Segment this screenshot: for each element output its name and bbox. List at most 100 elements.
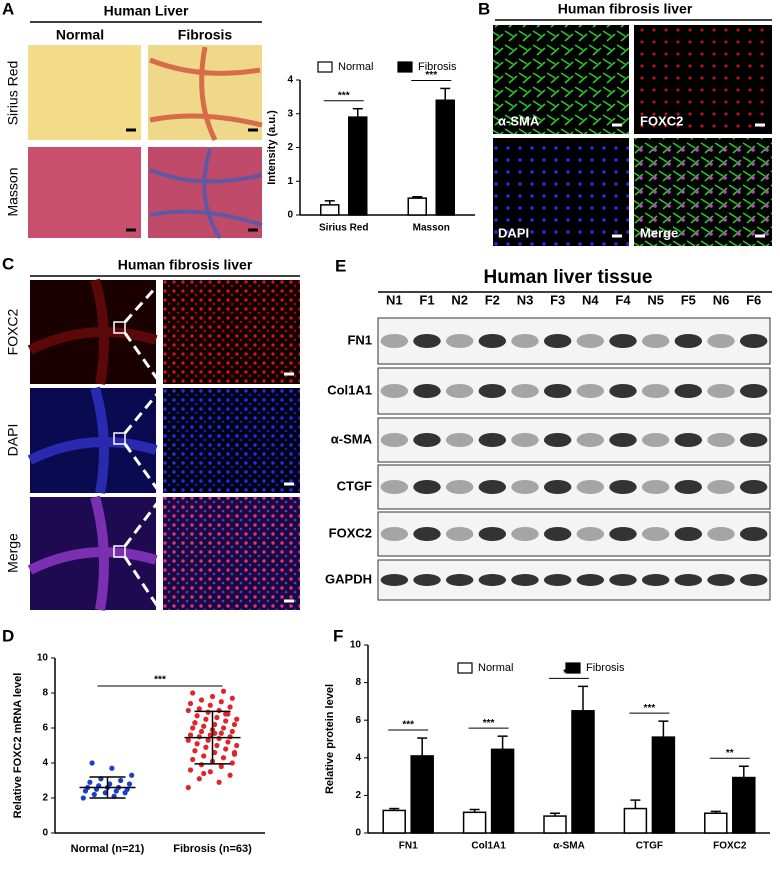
lane-label: N2	[451, 292, 468, 307]
legend-swatch	[457, 662, 473, 674]
data-point	[234, 742, 240, 749]
data-point	[205, 709, 211, 715]
band	[641, 527, 670, 541]
data-point	[190, 756, 196, 763]
lane-label: F4	[615, 292, 631, 307]
band	[478, 334, 507, 348]
data-point	[190, 725, 196, 731]
band	[445, 574, 474, 586]
lane-label: F5	[681, 292, 696, 307]
data-point	[192, 720, 198, 726]
band	[674, 384, 703, 398]
band	[707, 574, 735, 586]
y-axis-label: Relative FOXC2 mRNA level	[12, 673, 24, 819]
band	[478, 480, 507, 494]
lane-label: N6	[713, 292, 730, 307]
micrographs	[28, 45, 263, 240]
data-point	[203, 716, 209, 722]
lane-label: F1	[419, 292, 434, 307]
band	[413, 334, 441, 348]
band	[413, 433, 441, 447]
protein-label: GAPDH	[325, 571, 372, 586]
data-point	[196, 706, 202, 712]
data-point	[107, 781, 113, 787]
data-point	[185, 707, 191, 714]
data-point	[227, 704, 233, 710]
data-point	[187, 767, 194, 773]
data-point	[192, 748, 198, 754]
band	[445, 334, 474, 348]
band	[543, 574, 572, 586]
y-tick-label: 2	[287, 142, 293, 153]
data-point	[218, 699, 224, 705]
data-point	[198, 697, 205, 703]
band	[739, 574, 768, 586]
data-point	[91, 791, 97, 798]
image-label: FOXC2	[640, 113, 683, 128]
data-point	[203, 744, 209, 750]
band	[445, 480, 474, 494]
band	[609, 334, 637, 348]
band	[543, 480, 572, 494]
data-point	[231, 721, 238, 728]
data-point	[225, 739, 231, 745]
legend-label: Fibrosis	[586, 662, 625, 674]
image-label: α-SMA	[498, 113, 540, 128]
lane-label: F2	[485, 292, 500, 307]
data-point	[209, 693, 216, 700]
band	[609, 384, 637, 398]
band	[576, 480, 605, 494]
blot-strip	[377, 317, 771, 365]
band	[445, 384, 474, 398]
data-point	[201, 723, 207, 729]
data-point	[227, 734, 233, 740]
panel-header: Human fibrosis liver	[118, 257, 253, 273]
panel-letter: B	[478, 0, 490, 18]
panel-letter: E	[335, 256, 346, 275]
legend-label: Normal	[478, 662, 513, 674]
band	[739, 384, 768, 398]
band	[641, 384, 670, 398]
band	[543, 334, 572, 348]
y-tick-label: 4	[287, 75, 293, 86]
band	[576, 527, 605, 541]
data-point	[216, 779, 222, 785]
data-point	[207, 702, 213, 708]
x-tick-label: FOXC2	[713, 841, 747, 852]
bar	[462, 811, 487, 834]
blot-strip	[377, 417, 771, 463]
data-point	[216, 707, 222, 714]
legend-swatch	[565, 662, 581, 674]
data-point	[212, 749, 218, 756]
bar	[651, 736, 676, 834]
blot-strip	[377, 367, 771, 415]
band	[380, 480, 409, 494]
data-point	[218, 730, 224, 736]
band	[609, 527, 637, 541]
data-point	[187, 732, 194, 738]
significance-label: ***	[154, 675, 166, 686]
data-point	[87, 779, 93, 785]
blot-strip	[377, 464, 771, 510]
legend-swatch	[317, 61, 333, 73]
band	[739, 433, 768, 447]
band	[511, 480, 539, 494]
lane-label: N3	[517, 292, 534, 307]
lane-label: F6	[746, 292, 761, 307]
bar	[571, 710, 595, 834]
data-point	[212, 730, 218, 736]
band	[380, 384, 409, 398]
data-point	[231, 749, 238, 756]
y-tick-label: 0	[355, 828, 361, 839]
lane-label: F3	[550, 292, 565, 307]
band	[674, 480, 703, 494]
y-axis-label: Intensity (a.u.)	[266, 110, 278, 185]
significance-label: **	[726, 748, 734, 759]
band	[380, 433, 409, 447]
bar	[320, 204, 340, 216]
panel-letter: A	[2, 0, 14, 18]
band	[576, 334, 605, 348]
protein-label: CTGF	[337, 478, 372, 493]
